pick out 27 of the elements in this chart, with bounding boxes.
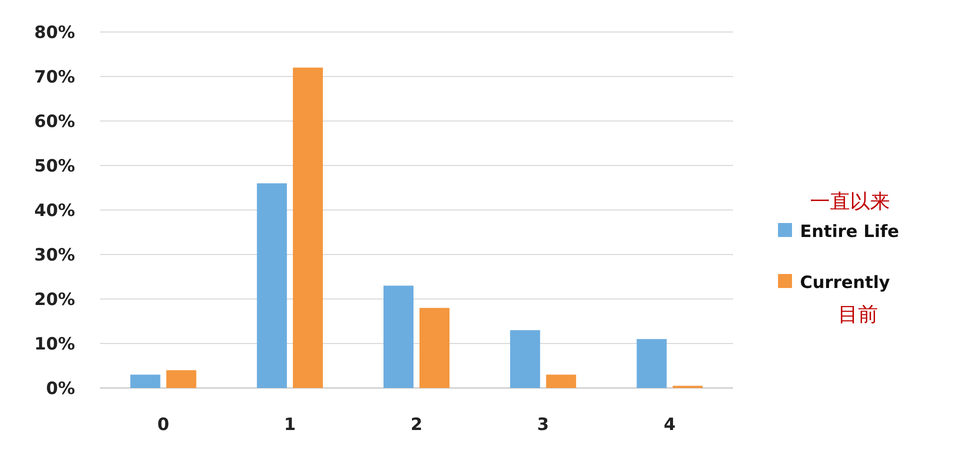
x-tick-label: 0 (157, 415, 170, 435)
x-tick-label: 2 (410, 415, 422, 435)
y-tick-label: 60% (34, 112, 75, 132)
y-tick-label: 30% (34, 246, 75, 266)
bar (546, 374, 576, 388)
y-tick-label: 0% (46, 379, 75, 399)
bar (292, 68, 323, 388)
y-tick-label: 50% (34, 156, 75, 176)
x-tick-label: 1 (284, 415, 296, 435)
legend-label: Entire Life (800, 222, 900, 242)
x-tick-label: 4 (664, 415, 676, 435)
bar (384, 286, 414, 388)
text: 一直以来 (810, 189, 890, 213)
bar (166, 370, 196, 388)
bar (510, 330, 540, 388)
y-tick-label: 40% (34, 201, 75, 221)
text: 目前 (838, 302, 878, 326)
x-tick-label: 3 (537, 415, 550, 435)
bar (636, 339, 667, 388)
y-tick-label: 20% (34, 290, 75, 310)
legend-label: Currently (800, 273, 890, 293)
bar (256, 183, 287, 388)
y-tick-label: 80% (34, 23, 75, 43)
y-tick-label: 10% (34, 334, 75, 354)
bar (130, 374, 160, 388)
y-tick-label: 70% (34, 68, 75, 88)
bar (420, 308, 450, 388)
